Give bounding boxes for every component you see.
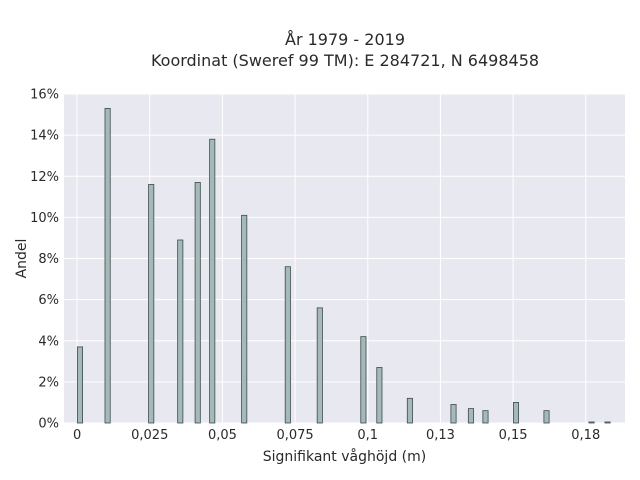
y-tick-label: 12% xyxy=(30,170,59,185)
bar xyxy=(241,214,248,424)
bars xyxy=(76,107,611,424)
y-tick-label: 16% xyxy=(30,88,59,103)
chart-subtitle: Koordinat (Sweref 99 TM): E 284721, N 64… xyxy=(151,51,539,70)
bar xyxy=(406,397,413,424)
x-tick-label: 0,025 xyxy=(131,428,168,443)
bar xyxy=(284,266,291,424)
bar xyxy=(148,184,155,424)
y-tick-label: 10% xyxy=(30,211,59,226)
y-tick-label: 0% xyxy=(38,417,59,432)
y-tick-label: 2% xyxy=(38,375,59,390)
x-tick-label: 0,13 xyxy=(426,428,455,443)
bar xyxy=(376,367,383,424)
x-tick-label: 0,15 xyxy=(499,428,528,443)
bar xyxy=(588,421,595,424)
bar xyxy=(467,408,474,424)
bar xyxy=(209,138,216,424)
chart-title: År 1979 - 2019 xyxy=(285,30,405,49)
x-axis-ticks: 0 0,025 0,05 0,075 0,1 0,13 0,15 0,18 xyxy=(73,428,600,443)
bar xyxy=(360,336,367,424)
y-tick-label: 8% xyxy=(38,252,59,267)
x-tick-label: 0,18 xyxy=(571,428,600,443)
y-axis-label: Andel xyxy=(14,239,30,279)
x-tick-label: 0,1 xyxy=(357,428,378,443)
y-tick-label: 6% xyxy=(38,293,59,308)
bar xyxy=(177,239,184,424)
bar xyxy=(450,404,457,424)
bar xyxy=(512,402,520,424)
bar xyxy=(104,107,111,424)
bar xyxy=(194,182,201,424)
x-tick-label: 0 xyxy=(73,428,81,443)
bar xyxy=(604,421,611,424)
y-tick-label: 14% xyxy=(30,129,59,144)
y-axis-ticks: 0% 2% 4% 6% 8% 10% 12% 14% 16% xyxy=(30,88,59,432)
bar xyxy=(76,346,84,424)
x-tick-label: 0,05 xyxy=(208,428,237,443)
bar xyxy=(316,307,323,424)
x-axis-label: Signifikant våghöjd (m) xyxy=(263,448,426,465)
x-tick-label: 0,075 xyxy=(276,428,313,443)
bar xyxy=(482,410,489,424)
y-tick-label: 4% xyxy=(38,334,59,349)
bar xyxy=(543,410,550,424)
